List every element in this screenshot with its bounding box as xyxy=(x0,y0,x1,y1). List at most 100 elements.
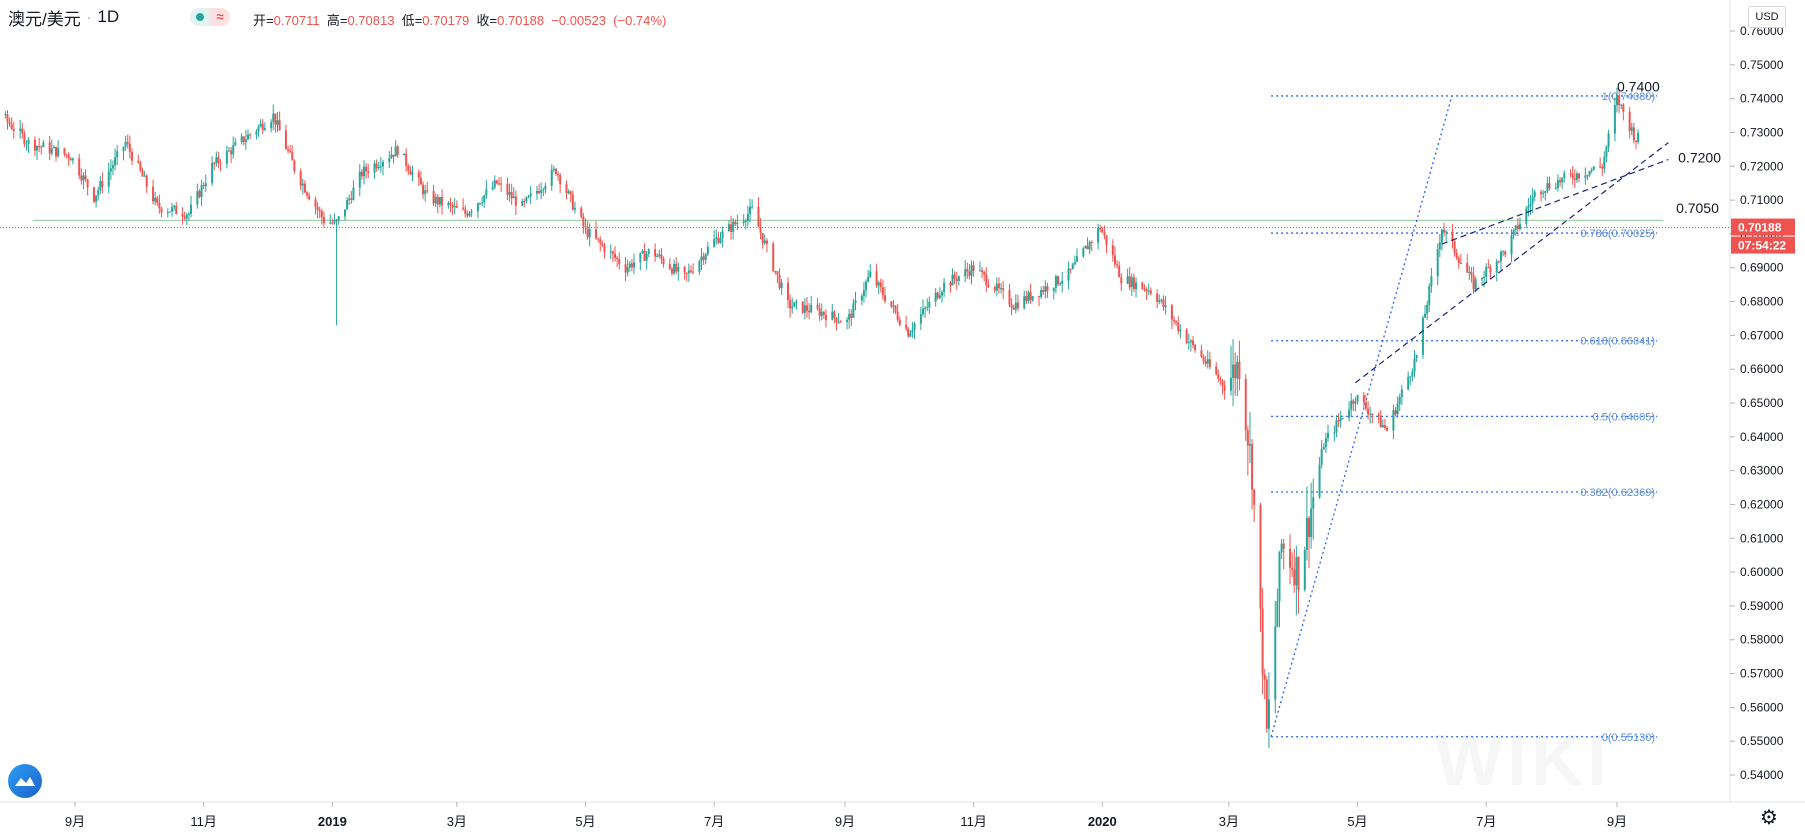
candle-body xyxy=(50,148,53,154)
candle xyxy=(219,159,222,172)
candle xyxy=(968,264,971,280)
candle-body xyxy=(331,222,334,224)
candle xyxy=(183,211,186,221)
candle xyxy=(761,232,764,249)
candle-body xyxy=(713,238,716,247)
candle-body xyxy=(352,187,355,200)
candle-body xyxy=(242,136,245,143)
candle xyxy=(449,197,452,213)
candle xyxy=(529,185,532,204)
time-tick-label: 9月 xyxy=(1607,814,1627,829)
candle-body xyxy=(936,292,939,299)
wave-icon[interactable]: ≈ xyxy=(210,8,230,26)
candle-body xyxy=(1008,290,1011,305)
candle-body xyxy=(1215,366,1218,375)
candle xyxy=(1002,281,1005,300)
candle-body xyxy=(483,195,486,203)
candle xyxy=(362,160,365,185)
candle-body xyxy=(1067,268,1070,281)
currency-button[interactable]: USD xyxy=(1748,6,1786,28)
candle xyxy=(407,163,410,176)
candle xyxy=(303,180,306,194)
candle-body xyxy=(485,189,488,196)
candle-body xyxy=(1101,229,1104,233)
candle xyxy=(683,265,686,280)
candle-body xyxy=(171,207,174,212)
candle xyxy=(1630,122,1633,136)
timeframe-label[interactable]: 1D xyxy=(97,7,120,26)
candle xyxy=(55,146,58,162)
candle-body xyxy=(185,215,188,219)
candle-body xyxy=(983,271,986,275)
candle xyxy=(1457,255,1460,270)
candle xyxy=(772,241,775,273)
candle xyxy=(824,309,827,328)
price-tick-label: 0.73000 xyxy=(1740,125,1784,139)
candle-body xyxy=(698,261,701,272)
tradingview-logo-icon[interactable] xyxy=(8,764,42,798)
candle xyxy=(1569,169,1572,178)
candle-body xyxy=(776,271,779,275)
candle xyxy=(742,214,745,227)
price-annotation: 0.7050 xyxy=(1676,200,1719,216)
candle-body xyxy=(481,202,484,204)
candle xyxy=(287,145,290,154)
candle xyxy=(314,196,317,215)
candle xyxy=(278,111,281,131)
candle xyxy=(1086,237,1089,250)
candle-body xyxy=(1069,268,1072,270)
candle-body xyxy=(86,179,89,188)
candle-body xyxy=(559,175,562,185)
candle xyxy=(552,165,555,173)
candle xyxy=(751,199,754,209)
time-tick-label: 9月 xyxy=(65,814,85,829)
indicator-toggle[interactable]: ≈ xyxy=(190,8,230,26)
candle xyxy=(1101,226,1104,233)
candle-body xyxy=(957,276,960,282)
price-tick-label: 0.64000 xyxy=(1740,430,1784,444)
candle xyxy=(1409,375,1412,386)
candle xyxy=(497,177,500,186)
candle-body xyxy=(168,211,171,213)
candle xyxy=(1354,397,1357,412)
candle-body xyxy=(835,317,838,323)
candle-body xyxy=(860,295,863,301)
candle xyxy=(702,252,705,265)
symbol-title[interactable]: 澳元/美元 xyxy=(8,9,81,29)
candle-body xyxy=(1622,104,1625,112)
status-dot-icon[interactable] xyxy=(190,8,210,26)
candle xyxy=(744,218,747,230)
candle xyxy=(928,296,931,314)
candle-body xyxy=(270,122,273,129)
candle xyxy=(1025,290,1028,305)
candle xyxy=(230,146,233,164)
candle xyxy=(1470,267,1473,283)
candle-body xyxy=(139,162,142,171)
candle-body xyxy=(1483,276,1486,278)
candle xyxy=(597,237,600,243)
candle-body xyxy=(1369,413,1372,415)
candle xyxy=(12,121,15,139)
candle xyxy=(639,252,642,271)
candle xyxy=(1396,396,1399,418)
candle xyxy=(1156,289,1159,309)
candle-body xyxy=(597,238,600,240)
candle-body xyxy=(438,197,441,205)
gear-icon[interactable]: ⚙ xyxy=(1760,807,1778,829)
candle xyxy=(675,257,678,274)
candle xyxy=(527,195,530,199)
candle xyxy=(1246,426,1249,476)
candle xyxy=(1542,189,1545,199)
candle-body xyxy=(367,171,370,173)
candle xyxy=(40,145,43,155)
candle xyxy=(455,200,458,209)
candle xyxy=(1305,486,1308,561)
fib-level-label: 0(0.55130) xyxy=(1602,732,1655,744)
candle xyxy=(19,119,22,139)
candle xyxy=(344,209,347,221)
candle xyxy=(603,242,606,259)
candle-body xyxy=(111,165,114,169)
candle-body xyxy=(344,209,347,217)
candle-body xyxy=(388,158,391,163)
